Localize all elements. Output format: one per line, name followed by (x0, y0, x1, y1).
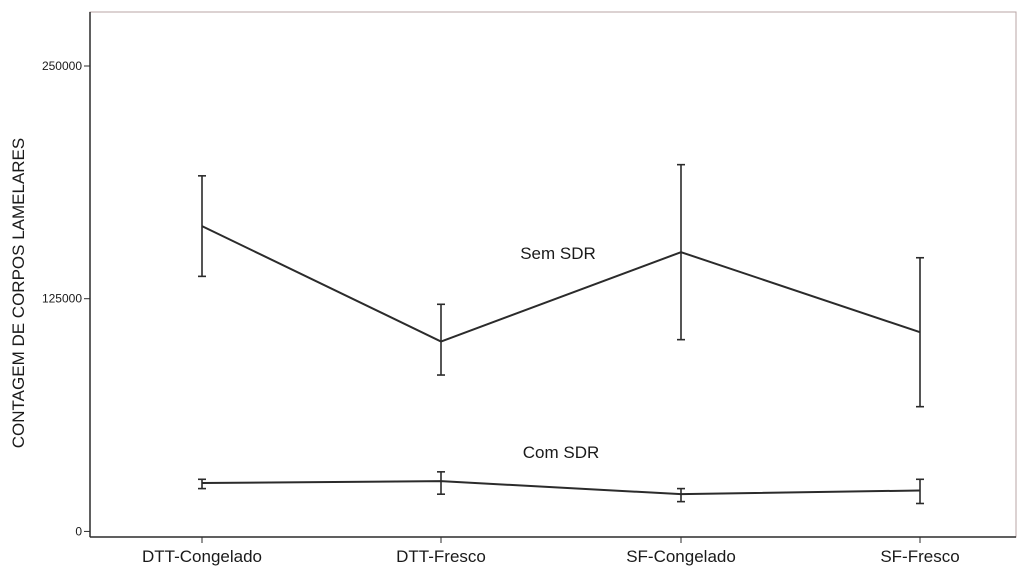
y-tick-label: 125000 (42, 292, 82, 306)
series-line (201, 480, 921, 496)
y-axis-title: CONTAGEM DE CORPOS LAMELARES (9, 138, 28, 448)
y-tick-label: 0 (75, 524, 82, 538)
series-group: Sem SDR Com SDR (198, 163, 924, 505)
y-tick-label: 250000 (42, 59, 82, 73)
x-tick-label: DTT-Fresco (396, 547, 486, 566)
x-tick-label: SF-Congelado (626, 547, 736, 566)
x-tick-label: SF-Fresco (880, 547, 959, 566)
series-label: Com SDR (523, 443, 600, 462)
y-ticks: 0 125000 250000 (42, 59, 90, 538)
series-label: Sem SDR (520, 244, 596, 263)
x-tick-label: DTT-Congelado (142, 547, 262, 566)
series-line (201, 225, 921, 343)
x-ticks: DTT-Congelado DTT-Fresco SF-Congelado SF-Fr… (142, 537, 960, 566)
